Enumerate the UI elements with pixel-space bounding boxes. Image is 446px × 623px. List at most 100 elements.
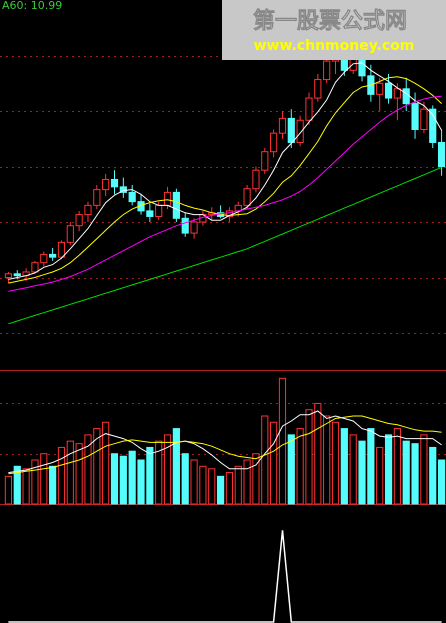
candle-body bbox=[93, 189, 101, 206]
candle-body bbox=[278, 117, 287, 134]
candle-body bbox=[31, 262, 39, 273]
volume-bar bbox=[261, 415, 269, 505]
ma-legend: A60: 10.99 bbox=[2, 0, 62, 12]
candle-body bbox=[40, 253, 48, 264]
volume-bar bbox=[66, 440, 74, 505]
volume-bar bbox=[155, 440, 163, 505]
candle-body bbox=[296, 119, 304, 143]
volume-bar bbox=[314, 402, 322, 505]
volume-bar bbox=[146, 446, 154, 505]
candle-body bbox=[305, 97, 313, 121]
candle-body bbox=[172, 191, 180, 219]
volume-bar bbox=[57, 446, 66, 505]
candle-body bbox=[128, 191, 136, 203]
volume-bar bbox=[411, 443, 419, 505]
candle-body bbox=[155, 204, 163, 217]
volume-bar bbox=[40, 453, 48, 505]
candle-body bbox=[429, 108, 437, 143]
volume-bar bbox=[110, 453, 119, 505]
line-series bbox=[8, 410, 442, 474]
candle-body bbox=[190, 221, 198, 234]
volume-bar bbox=[331, 421, 340, 505]
candle-body bbox=[57, 241, 66, 258]
volume-bar bbox=[163, 434, 172, 505]
candle-body bbox=[314, 79, 322, 99]
volume-bar bbox=[437, 459, 446, 505]
candle-body bbox=[270, 132, 278, 153]
candle-body bbox=[75, 214, 83, 227]
candle-body bbox=[323, 60, 331, 81]
volume-bar bbox=[199, 465, 207, 505]
watermark-title: 第一股票公式网 bbox=[253, 8, 407, 34]
candle-body bbox=[252, 169, 260, 190]
candle-body bbox=[4, 273, 13, 278]
candle-body bbox=[163, 191, 172, 206]
volume-bar bbox=[181, 453, 189, 505]
volume-bar bbox=[270, 421, 278, 505]
volume-bar bbox=[225, 472, 234, 505]
volume-bar bbox=[208, 468, 216, 505]
candle-body bbox=[66, 225, 74, 243]
volume-bar bbox=[119, 455, 127, 505]
volume-bar bbox=[358, 440, 366, 505]
volume-bar bbox=[384, 434, 393, 505]
volume-bar bbox=[22, 468, 30, 505]
volume-bar bbox=[243, 459, 251, 505]
candle-body bbox=[287, 117, 295, 143]
candle-body bbox=[376, 82, 384, 95]
line-series bbox=[8, 76, 442, 284]
volume-bar bbox=[216, 475, 225, 505]
candle-body bbox=[84, 204, 92, 216]
volume-bar bbox=[296, 428, 304, 505]
volume-bar bbox=[323, 415, 331, 505]
volume-bar bbox=[128, 450, 136, 505]
volume-bar bbox=[190, 459, 198, 505]
candle-body bbox=[13, 273, 21, 277]
candle-body bbox=[402, 88, 410, 105]
volume-bar bbox=[367, 428, 375, 505]
candle-body bbox=[243, 188, 251, 206]
volume-bar bbox=[305, 409, 313, 505]
volume-bar bbox=[340, 428, 348, 505]
candle-body bbox=[420, 108, 428, 131]
candle-body bbox=[102, 178, 110, 191]
candle-body bbox=[411, 103, 419, 130]
volume-bar bbox=[84, 434, 92, 505]
watermark-box bbox=[222, 0, 446, 60]
candle-body bbox=[146, 210, 154, 217]
candle-body bbox=[181, 217, 189, 234]
plot bbox=[0, 46, 446, 623]
volume-bar bbox=[93, 428, 101, 505]
volume-bar bbox=[172, 428, 180, 505]
volume-bar bbox=[278, 377, 287, 505]
volume-bar bbox=[234, 465, 242, 505]
line-series bbox=[8, 415, 442, 475]
indicator-line bbox=[8, 530, 442, 623]
line-series bbox=[8, 62, 443, 280]
volume-bar bbox=[137, 459, 145, 505]
candle-body bbox=[384, 82, 393, 99]
volume-bar bbox=[393, 428, 401, 505]
volume-bar bbox=[252, 453, 260, 505]
candle-body bbox=[261, 151, 269, 171]
volume-bar bbox=[49, 465, 57, 505]
candle-body bbox=[49, 253, 57, 258]
volume-bar bbox=[429, 446, 437, 505]
line-series bbox=[8, 95, 442, 292]
volume-bar bbox=[75, 443, 83, 505]
volume-bar bbox=[376, 446, 384, 505]
volume-bar bbox=[420, 434, 428, 505]
line-series bbox=[8, 166, 442, 325]
candle-body bbox=[437, 141, 446, 167]
volume-bar bbox=[4, 475, 13, 505]
candle-body bbox=[393, 88, 401, 99]
volume-bar bbox=[13, 465, 21, 505]
candle-body bbox=[110, 178, 119, 188]
volume-bar bbox=[31, 459, 39, 505]
watermark-url: www.chnmoney.com bbox=[254, 38, 415, 54]
volume-bar bbox=[349, 434, 357, 505]
volume-bar bbox=[402, 440, 410, 505]
candle-body bbox=[119, 186, 127, 193]
